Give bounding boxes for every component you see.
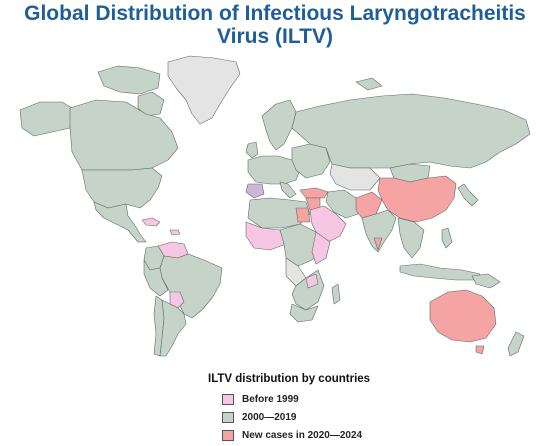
region-caribbean-east <box>169 229 181 236</box>
legend-swatch-new-cases <box>222 430 234 441</box>
region-caribbean <box>141 217 161 227</box>
region-new-zealand <box>507 331 525 357</box>
title-line-2: Virus (ILTV) <box>217 25 333 48</box>
region-italy <box>279 181 297 199</box>
legend-label-before-1999: Before 1999 <box>242 394 299 405</box>
region-scandinavia <box>261 99 297 151</box>
region-zambia <box>305 273 319 289</box>
region-arctic-islands <box>97 65 161 95</box>
region-greenland <box>167 55 241 125</box>
legend-item-2000-2019: 2000—2019 <box>222 411 448 424</box>
region-east-africa <box>311 231 331 265</box>
region-indonesia <box>399 263 481 281</box>
region-uk <box>245 141 259 159</box>
legend-item-before-1999: Before 1999 <box>222 393 448 406</box>
region-iran <box>325 189 359 219</box>
region-mexico <box>93 201 147 243</box>
region-papua <box>471 273 501 289</box>
region-kazakhstan <box>329 163 381 191</box>
region-turkey <box>299 187 329 199</box>
region-korea-japan <box>457 183 479 207</box>
region-peru <box>143 259 169 297</box>
region-arabia <box>309 205 347 243</box>
region-south-africa <box>289 303 319 323</box>
region-alaska <box>19 101 73 137</box>
legend-title: ILTV distribution by countries <box>208 373 371 385</box>
region-india <box>361 209 397 253</box>
region-canada <box>69 99 179 171</box>
region-india-south <box>373 237 383 251</box>
region-western-europe <box>247 155 301 185</box>
region-spain <box>245 183 265 199</box>
region-baffin-island <box>137 91 165 117</box>
title-line-1: Global Distribution of Infectious Laryng… <box>24 2 526 25</box>
region-russia-islands <box>355 77 383 91</box>
legend-label-2000-2019: 2000—2019 <box>242 412 297 423</box>
region-southeast-asia <box>397 217 425 259</box>
region-madagascar <box>331 283 341 305</box>
map-legend: ILTV distribution by countries Before 19… <box>208 373 448 446</box>
region-egypt <box>295 207 311 223</box>
region-australia <box>429 289 497 343</box>
legend-label-new-cases: New cases in 2020—2024 <box>242 430 363 441</box>
legend-swatch-2000-2019 <box>222 412 234 423</box>
region-philippines <box>441 227 453 249</box>
region-china <box>377 175 457 223</box>
region-argentina <box>159 299 187 357</box>
world-map <box>19 55 531 357</box>
region-west-africa <box>245 221 287 251</box>
region-bolivia <box>169 291 185 309</box>
map-title: Global Distribution of Infectious Laryng… <box>0 2 550 48</box>
legend-item-new-cases: New cases in 2020—2024 <box>222 429 448 442</box>
region-central-africa <box>279 223 323 267</box>
region-tasmania <box>475 345 485 355</box>
legend-swatch-before-1999 <box>222 394 234 405</box>
